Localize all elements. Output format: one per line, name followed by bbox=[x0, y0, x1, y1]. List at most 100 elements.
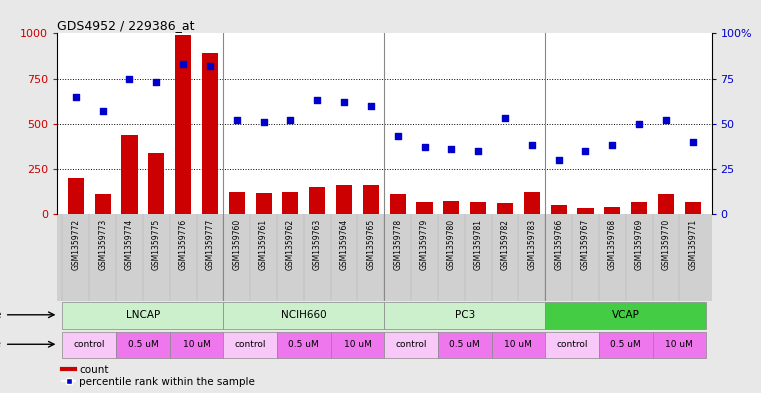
Text: GSM1359773: GSM1359773 bbox=[98, 219, 107, 270]
Point bbox=[70, 94, 82, 100]
Bar bbox=[524, 193, 540, 214]
Bar bbox=[116, 332, 170, 358]
Text: control: control bbox=[556, 340, 587, 349]
Point bbox=[526, 142, 538, 149]
Point bbox=[499, 115, 511, 121]
Text: GSM1359771: GSM1359771 bbox=[688, 219, 697, 270]
Bar bbox=[336, 185, 352, 214]
Point bbox=[445, 146, 457, 152]
Text: LNCAP: LNCAP bbox=[126, 310, 160, 320]
Text: 0.5 uM: 0.5 uM bbox=[610, 340, 641, 349]
Point bbox=[607, 142, 619, 149]
Text: 10 uM: 10 uM bbox=[505, 340, 533, 349]
Point bbox=[123, 75, 135, 82]
Point bbox=[204, 63, 216, 69]
Bar bbox=[390, 194, 406, 214]
Bar bbox=[148, 153, 164, 214]
Text: dose: dose bbox=[0, 339, 2, 349]
Text: GSM1359768: GSM1359768 bbox=[608, 219, 617, 270]
Text: GDS4952 / 229386_at: GDS4952 / 229386_at bbox=[57, 19, 195, 32]
Bar bbox=[384, 302, 545, 329]
Text: control: control bbox=[234, 340, 266, 349]
Text: GSM1359761: GSM1359761 bbox=[259, 219, 268, 270]
Bar bbox=[229, 193, 245, 214]
Text: 10 uM: 10 uM bbox=[183, 340, 211, 349]
Text: GSM1359772: GSM1359772 bbox=[72, 219, 81, 270]
Bar bbox=[331, 332, 384, 358]
Text: GSM1359763: GSM1359763 bbox=[313, 219, 322, 270]
Bar bbox=[224, 332, 277, 358]
Bar bbox=[384, 332, 438, 358]
Text: GSM1359770: GSM1359770 bbox=[661, 219, 670, 270]
Text: 0.5 uM: 0.5 uM bbox=[288, 340, 319, 349]
Text: GSM1359774: GSM1359774 bbox=[125, 219, 134, 270]
Point bbox=[633, 121, 645, 127]
Text: NCIH660: NCIH660 bbox=[281, 310, 326, 320]
Bar bbox=[578, 208, 594, 214]
Bar bbox=[416, 202, 432, 214]
Text: GSM1359778: GSM1359778 bbox=[393, 219, 403, 270]
Point bbox=[150, 79, 162, 85]
Bar bbox=[652, 332, 706, 358]
Bar bbox=[492, 332, 545, 358]
Point bbox=[660, 117, 672, 123]
Bar bbox=[62, 332, 116, 358]
Bar bbox=[470, 202, 486, 214]
Point bbox=[392, 133, 404, 140]
Point bbox=[257, 119, 269, 125]
Text: GSM1359776: GSM1359776 bbox=[179, 219, 188, 270]
Point bbox=[285, 117, 297, 123]
Text: GSM1359777: GSM1359777 bbox=[205, 219, 215, 270]
Bar bbox=[94, 194, 110, 214]
Bar bbox=[438, 332, 492, 358]
Text: control: control bbox=[396, 340, 427, 349]
Text: GSM1359764: GSM1359764 bbox=[339, 219, 349, 270]
Text: 10 uM: 10 uM bbox=[665, 340, 693, 349]
Point bbox=[177, 61, 189, 67]
Text: 0.5 uM: 0.5 uM bbox=[128, 340, 158, 349]
Text: control: control bbox=[74, 340, 105, 349]
Bar bbox=[658, 194, 674, 214]
Text: GSM1359780: GSM1359780 bbox=[447, 219, 456, 270]
Point bbox=[552, 157, 565, 163]
Text: 0.5 uM: 0.5 uM bbox=[450, 340, 480, 349]
Point bbox=[472, 148, 484, 154]
Text: GSM1359762: GSM1359762 bbox=[286, 219, 295, 270]
Bar bbox=[122, 135, 138, 214]
Bar bbox=[631, 202, 647, 214]
Point bbox=[311, 97, 323, 103]
Bar bbox=[545, 302, 706, 329]
Bar bbox=[175, 35, 191, 214]
Text: GSM1359769: GSM1359769 bbox=[635, 219, 644, 270]
Point bbox=[686, 139, 699, 145]
Bar bbox=[170, 332, 224, 358]
Text: 10 uM: 10 uM bbox=[343, 340, 371, 349]
Bar bbox=[68, 178, 84, 214]
Bar bbox=[545, 332, 599, 358]
Text: GSM1359765: GSM1359765 bbox=[366, 219, 375, 270]
Point bbox=[365, 103, 377, 109]
Bar bbox=[282, 193, 298, 214]
Bar bbox=[202, 53, 218, 214]
Bar bbox=[444, 200, 460, 214]
Text: GSM1359775: GSM1359775 bbox=[151, 219, 161, 270]
Bar bbox=[277, 332, 331, 358]
Point bbox=[338, 99, 350, 105]
Bar bbox=[363, 185, 379, 214]
Text: GSM1359766: GSM1359766 bbox=[554, 219, 563, 270]
Point bbox=[419, 144, 431, 151]
Legend: count, percentile rank within the sample: count, percentile rank within the sample bbox=[62, 365, 255, 387]
Text: GSM1359781: GSM1359781 bbox=[473, 219, 482, 270]
Text: GSM1359783: GSM1359783 bbox=[527, 219, 537, 270]
Bar bbox=[685, 202, 701, 214]
Bar bbox=[62, 302, 224, 329]
Bar bbox=[256, 193, 272, 214]
Bar bbox=[224, 302, 384, 329]
Text: GSM1359782: GSM1359782 bbox=[501, 219, 510, 270]
Text: GSM1359767: GSM1359767 bbox=[581, 219, 590, 270]
Point bbox=[231, 117, 243, 123]
Bar bbox=[599, 332, 652, 358]
Text: PC3: PC3 bbox=[454, 310, 475, 320]
Text: GSM1359779: GSM1359779 bbox=[420, 219, 429, 270]
Bar bbox=[551, 205, 567, 214]
